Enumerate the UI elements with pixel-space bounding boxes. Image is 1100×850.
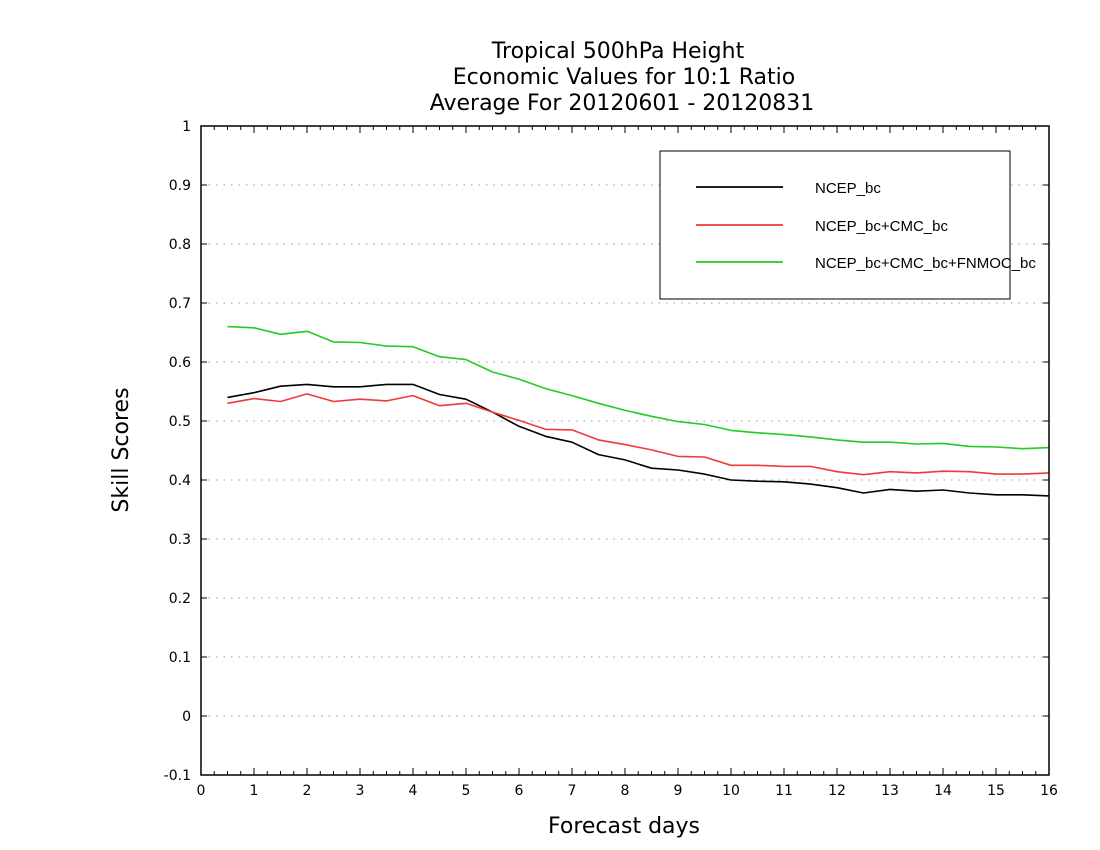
x-tick-label: 6 xyxy=(515,783,524,799)
axis-ticks: -0.100.10.20.30.40.50.60.70.80.910 1 2 3 4 5 6… xyxy=(164,119,1058,799)
x-tick-label: 16 xyxy=(1040,783,1058,799)
legend-label-ncep-bc: NCEP_bc xyxy=(815,180,881,197)
x-tick-label: 2 xyxy=(303,783,312,799)
x-axis-label: Forecast days xyxy=(548,814,700,839)
chart-title-line-3: Average For 20120601 - 20120831 xyxy=(430,91,815,116)
x-tick-label: 5 xyxy=(462,783,471,799)
x-tick-label: 3 xyxy=(356,783,365,799)
legend: NCEP_bc NCEP_bc+CMC_bc NCEP_bc+CMC_bc+FN… xyxy=(659,150,1036,300)
x-tick-label: 0 xyxy=(197,783,206,799)
x-tick-label: 9 xyxy=(674,783,683,799)
x-tick-label: 11 xyxy=(775,783,793,799)
chart-title-line-1: Tropical 500hPa Height xyxy=(491,39,745,64)
x-tick-label: 7 xyxy=(568,783,577,799)
y-tick-label: 0.6 xyxy=(169,355,191,371)
legend-label-ncep-bc-cmc-bc-fnmoc-bc: NCEP_bc+CMC_bc+FNMOC_bc xyxy=(815,255,1036,272)
chart-title-line-2: Economic Values for 10:1 Ratio xyxy=(453,65,795,90)
y-tick-label: 0.9 xyxy=(169,178,191,194)
x-tick-label: 14 xyxy=(934,783,952,799)
x-tick-label: 4 xyxy=(409,783,418,799)
y-tick-label: -0.1 xyxy=(164,768,191,784)
series-line-ncep-bc-cmc-bc xyxy=(227,393,1050,476)
legend-label-ncep-bc-cmc-bc: NCEP_bc+CMC_bc xyxy=(815,218,948,235)
series-lines xyxy=(227,325,1050,497)
x-tick-label: 15 xyxy=(987,783,1005,799)
x-tick-label: 8 xyxy=(621,783,630,799)
y-tick-label: 0.1 xyxy=(169,650,191,666)
x-tick-label: 12 xyxy=(828,783,846,799)
x-tick-label: 13 xyxy=(881,783,899,799)
y-tick-label: 0.8 xyxy=(169,237,191,253)
y-tick-label: 0.4 xyxy=(169,473,191,489)
y-tick-label: 0.2 xyxy=(169,591,191,607)
y-tick-label: 0 xyxy=(182,709,191,725)
y-axis-label: Skill Scores xyxy=(109,387,134,512)
y-tick-label: 0.5 xyxy=(169,414,191,430)
series-line-ncep-bc-cmc-bc-fnmoc-bc xyxy=(227,325,1050,450)
y-tick-label: 0.7 xyxy=(169,296,191,312)
y-tick-label: 1 xyxy=(182,119,191,135)
series-line-ncep-bc xyxy=(227,383,1050,497)
y-tick-label: 0.3 xyxy=(169,532,191,548)
x-tick-label: 1 xyxy=(250,783,259,799)
x-tick-label: 10 xyxy=(722,783,740,799)
